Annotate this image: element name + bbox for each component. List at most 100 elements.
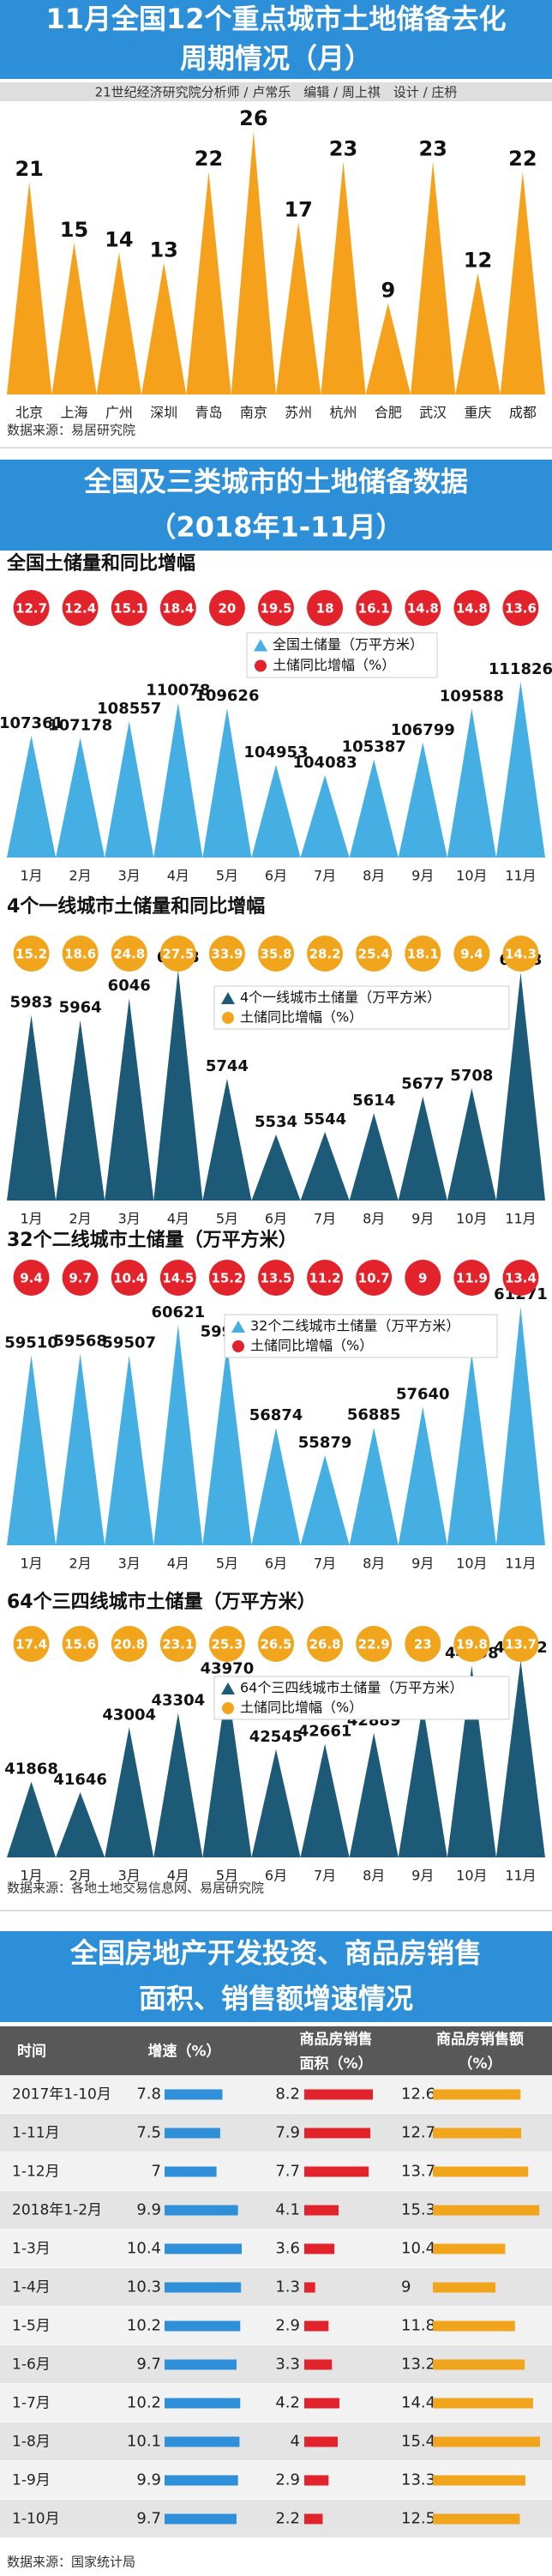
x-tick-label: 南京 [240,405,267,421]
growth-label: 26.8 [309,1637,341,1652]
table-bar [433,2436,540,2447]
x-tick-label: 青岛 [195,405,222,421]
growth-label: 18.1 [407,947,439,962]
growth-badge [111,1260,147,1296]
table-cell: 2017年1-10月 [12,2086,111,2104]
triangle-bar [51,242,97,394]
banner-title: 面积、销售额增速情况 [139,1983,413,2015]
x-tick-label: 杭州 [329,405,357,421]
legend-label: 32个二线城市土储量（万平方米） [250,1318,459,1334]
table-cell: 13.2 [401,2356,435,2374]
value-label: 14 [105,228,133,252]
x-tick-label: 1月 [20,1556,42,1572]
legend-box [213,985,510,1030]
table-bar [433,2205,540,2216]
legend-label: 土储同比增幅（%） [240,1700,363,1716]
x-tick-label: 5月 [216,1556,238,1572]
value-label: 110078 [146,682,210,700]
triangle-bar [7,1014,57,1201]
triangle-bar [202,1078,252,1201]
x-tick-label: 4月 [167,1556,189,1572]
table-cell: 15.4 [401,2433,435,2451]
table-bar [165,2359,237,2370]
value-label: 5964 [59,999,102,1017]
growth-label: 27.5 [162,947,194,962]
x-tick-label: 2月 [69,1211,92,1227]
triangle-bar [300,1743,350,1857]
triangle-bar [495,1307,545,1545]
table-bar [433,2513,520,2525]
value-label: 41646 [53,1771,107,1789]
value-label: 59510 [4,1334,58,1352]
legend-triangle [231,1321,245,1333]
value-label: 26 [239,106,267,130]
table-cell: 7.9 [275,2124,300,2142]
triangle-bar [153,970,203,1201]
table-bar [304,2320,329,2332]
growth-label: 14.8 [407,601,439,617]
value-label: 5614 [352,1092,395,1110]
table-bar [304,2513,323,2525]
table-cell: 10.2 [127,2317,161,2335]
x-tick-label: 5月 [216,868,238,884]
table-cell: 1-7月 [12,2395,51,2412]
table-bar [165,2205,238,2216]
value-label: 5744 [206,1057,249,1075]
table-bar [433,2128,522,2139]
growth-label: 33.9 [211,947,243,962]
growth-badge [208,1626,245,1662]
value-label: 111826 [489,660,552,678]
x-tick-label: 10月 [456,1211,487,1227]
table-cell: 2.9 [275,2471,300,2489]
growth-label: 19.5 [260,601,291,617]
triangle-bar [300,1131,350,1201]
triangle-bar [495,682,545,858]
growth-label: 15.1 [113,601,145,617]
triangle-bar [96,252,141,394]
triangle-bar [349,1732,399,1857]
table-bar [165,2436,240,2447]
growth-badge [502,1260,539,1296]
growth-label: 10.4 [113,1271,145,1286]
growth-label: 18 [316,601,334,617]
x-tick-label: 2月 [69,868,92,884]
triangle-bar [398,1096,447,1201]
growth-label: 11.9 [456,1271,488,1286]
legend-triangle [221,1682,235,1694]
triangle-bar [202,1344,252,1545]
growth-badge [405,936,441,972]
x-tick-label: 3月 [118,868,141,884]
value-label: 109626 [195,687,259,705]
table-bar [165,2243,242,2254]
growth-label: 20.8 [113,1637,145,1652]
table-bar [304,2089,373,2100]
triangle-bar [495,972,545,1201]
table-cell: 9.9 [136,2201,161,2219]
banner-title: 11月全国12个重点城市土地储备去化 [45,3,506,35]
x-tick-label: 9月 [411,1868,434,1884]
table-cell: 7 [152,2163,161,2181]
growth-label: 13.6 [505,601,537,617]
growth-badge [208,1260,245,1296]
table-cell: 2018年1-2月 [12,2202,102,2219]
table-bar [304,2205,339,2216]
growth-badge [258,1260,294,1296]
triangle-bar [186,172,231,394]
growth-badge [453,590,490,626]
table-cell: 8.2 [275,2085,300,2104]
growth-badge [159,590,196,626]
table-bar [433,2359,525,2370]
x-tick-label: 3月 [118,1868,141,1884]
value-label: 60621 [152,1303,206,1321]
table-cell: 10.1 [127,2433,161,2451]
x-tick-label: 10月 [456,1868,487,1884]
banner-title: （2018年1-11月） [148,511,403,544]
triangle-bar [276,222,321,394]
table-cell: 10.3 [127,2278,161,2296]
growth-label: 12.4 [64,601,96,617]
triangle-bar [7,735,57,858]
growth-label: 23 [414,1637,432,1652]
growth-badge [62,1260,99,1296]
value-label: 108557 [97,700,161,718]
table-bar [165,2398,241,2409]
